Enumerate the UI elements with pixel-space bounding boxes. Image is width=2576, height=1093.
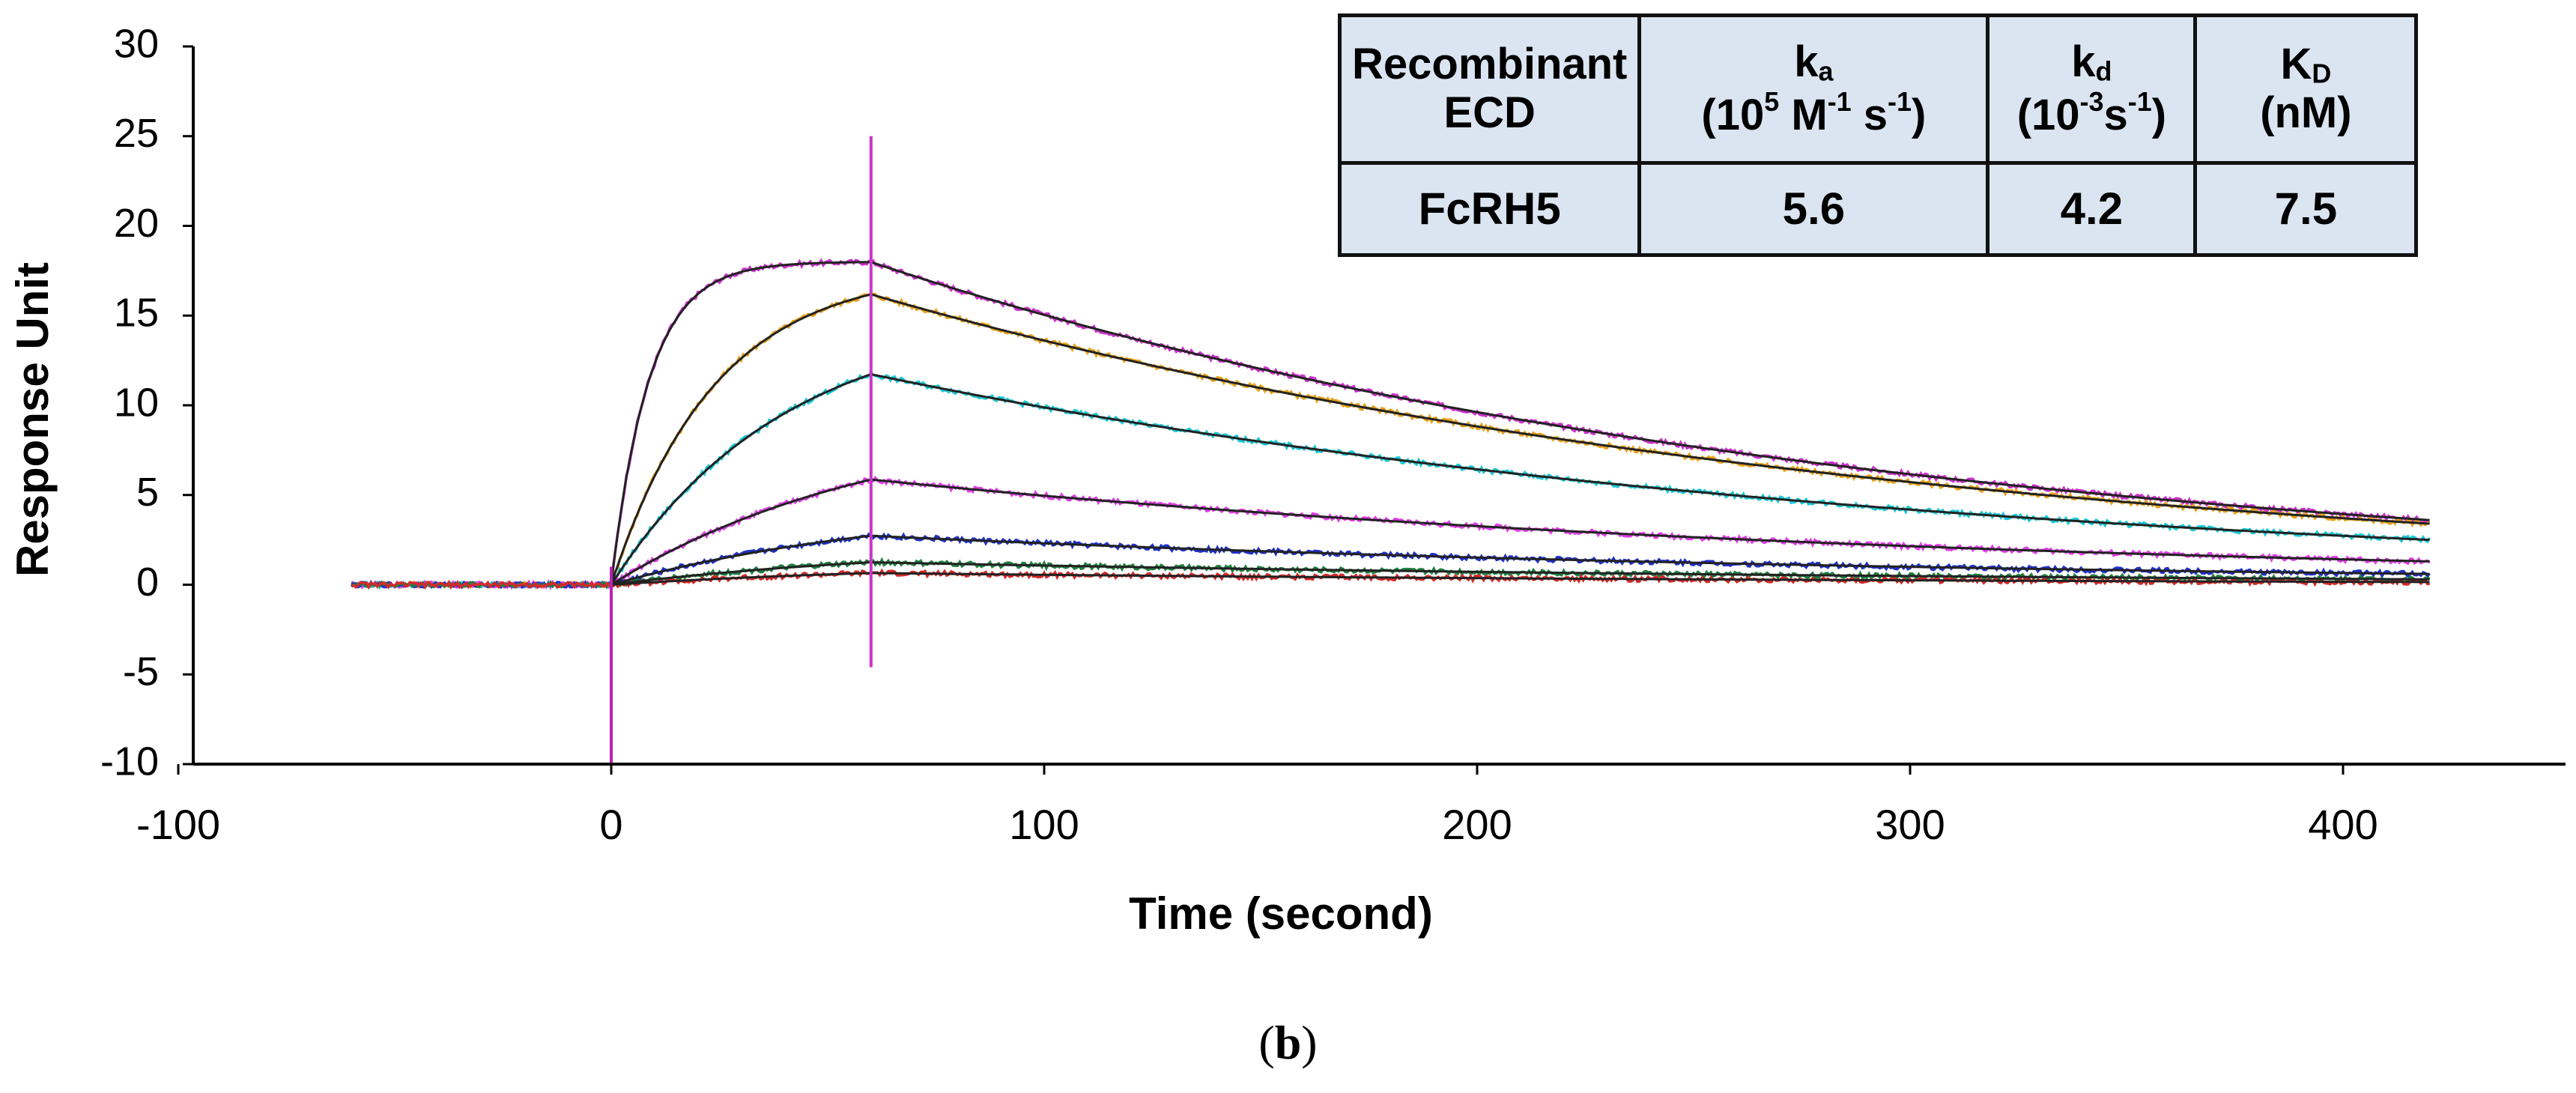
y-tick-label: 0 <box>136 560 159 605</box>
header-ka: ka (105 M-1 s-1) <box>1637 13 1990 165</box>
cell-kd: 4.2 <box>1986 161 2198 257</box>
fit-line-trace-7 <box>610 572 2430 586</box>
ka-unit-open: (10 <box>1701 91 1765 140</box>
cell-name: FcRH5 <box>1337 161 1642 257</box>
x-tick-label: 0 <box>599 801 622 848</box>
header-ecd-label: ECD <box>1443 88 1536 137</box>
cell-ka: 5.6 <box>1637 161 1990 257</box>
panel-label-close: ) <box>1301 1016 1318 1069</box>
fit-line-trace-3 <box>610 372 2430 586</box>
kd-unit-exp2: -1 <box>2127 85 2152 117</box>
ka-symbol: k <box>1794 37 1819 86</box>
y-tick-label: 10 <box>114 380 159 425</box>
x-tick-label: 100 <box>1009 801 1079 848</box>
table-row: FcRH5 5.6 4.2 7.5 <box>1337 161 2419 257</box>
kinetics-table: Recombinant ECD ka (105 M-1 s-1) kd (10-… <box>1337 13 2419 257</box>
ka-unit-m: M <box>1779 91 1828 140</box>
series-line-trace-2 <box>350 291 2430 590</box>
KD-subscript: D <box>2312 58 2332 89</box>
kd-unit-open: (10 <box>2016 91 2080 140</box>
header-kd: kd (10-3s-1) <box>1986 13 2198 165</box>
kd-unit-s: s <box>2103 91 2128 140</box>
y-tick-label: -10 <box>100 739 159 784</box>
fit-line-trace-6 <box>610 561 2430 586</box>
header-recombinant-label: Recombinant <box>1352 40 1628 89</box>
fit-line-trace-5 <box>610 534 2430 586</box>
fit-line-trace-2 <box>610 293 2430 585</box>
y-tick-label: 5 <box>136 470 159 515</box>
series-layer <box>350 136 2431 764</box>
y-axis-title: Response Unit <box>7 262 58 577</box>
panel-label-letter: b <box>1274 1016 1302 1069</box>
series-line-trace-1 <box>351 258 2430 590</box>
y-tick-label: 25 <box>114 111 159 156</box>
ka-unit-exp2: -1 <box>1827 85 1852 117</box>
header-recombinant-ecd: Recombinant ECD <box>1337 13 1642 165</box>
y-tick-label: 15 <box>114 291 159 336</box>
x-tick-label: -100 <box>136 801 220 848</box>
y-tick-label: 30 <box>114 21 159 66</box>
KD-symbol: K <box>2280 40 2312 89</box>
x-tick-label: 200 <box>1442 801 1512 848</box>
ka-unit-close: ) <box>1912 91 1927 140</box>
fit-line-trace-4 <box>610 478 2430 586</box>
table-header-row: Recombinant ECD ka (105 M-1 s-1) kd (10-… <box>1337 13 2419 165</box>
header-KD: KD (nM) <box>2193 13 2419 165</box>
ka-subscript: a <box>1818 55 1834 87</box>
x-axis-title: Time (second) <box>1129 888 1433 939</box>
x-tick-label: 300 <box>1875 801 1945 848</box>
ticks-layer: 30 25 20 15 10 5 0 -5 -10 -100 0 100 200 300 400 <box>100 21 2378 848</box>
KD-unit: (nM) <box>2260 88 2352 137</box>
ka-unit-exp3: -1 <box>1888 85 1912 117</box>
kd-unit-exp1: -3 <box>2079 85 2104 117</box>
kd-subscript: d <box>2095 55 2112 87</box>
y-tick-label: -5 <box>123 650 159 694</box>
panel-label-open: ( <box>1258 1016 1275 1069</box>
panel-label: (b) <box>0 1015 2576 1071</box>
kd-unit-close: ) <box>2151 91 2167 140</box>
cell-KD: 7.5 <box>2193 161 2419 257</box>
kd-symbol: k <box>2071 37 2096 86</box>
ka-unit-exp1: 5 <box>1764 85 1780 117</box>
fit-line-trace-1 <box>610 261 2430 585</box>
y-tick-label: 20 <box>114 201 159 246</box>
x-tick-label: 400 <box>2308 801 2378 848</box>
ka-unit-s: s <box>1851 91 1888 140</box>
